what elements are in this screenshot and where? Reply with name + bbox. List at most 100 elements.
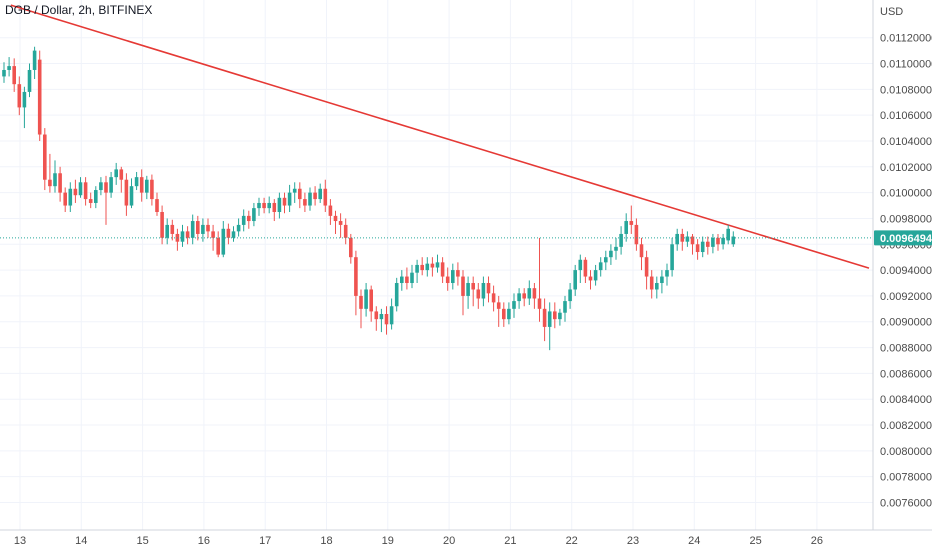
candle — [318, 183, 322, 203]
time-tick-label: 13 — [14, 535, 26, 547]
candle-body — [716, 237, 720, 245]
candle — [405, 267, 409, 290]
candle-body — [573, 270, 577, 290]
candle-body — [629, 221, 634, 225]
chart-title: DGB / Dollar, 2h, BITFINEX — [5, 3, 152, 17]
candle — [22, 86, 27, 129]
candle — [619, 226, 623, 255]
candle-body — [384, 314, 389, 325]
candle — [527, 280, 532, 305]
candle-body — [532, 288, 537, 299]
candle — [216, 231, 220, 258]
candle — [190, 214, 195, 245]
candle — [578, 254, 583, 284]
time-tick-label: 26 — [811, 535, 823, 547]
candle-body — [547, 311, 552, 327]
currency-label: USD — [880, 6, 903, 18]
candle — [461, 270, 465, 316]
candle-body — [155, 199, 159, 212]
candle-body — [593, 270, 598, 281]
candle — [43, 128, 47, 191]
candle-body — [507, 308, 511, 320]
candle — [502, 302, 506, 327]
candle — [323, 179, 328, 212]
candle — [379, 308, 384, 333]
candle-body — [150, 179, 154, 200]
candle — [359, 289, 363, 329]
candle — [690, 233, 695, 255]
candle-body — [604, 257, 608, 263]
candle — [440, 257, 445, 284]
candle — [456, 262, 460, 286]
candle — [58, 166, 62, 202]
candle-body — [491, 293, 496, 303]
candle — [476, 283, 481, 309]
candle — [466, 276, 470, 309]
candle — [655, 276, 659, 299]
candle — [343, 218, 348, 245]
candle — [226, 223, 231, 245]
candle-body — [542, 308, 547, 327]
candle — [180, 224, 185, 247]
candle-body — [185, 231, 190, 238]
candle-body — [527, 288, 532, 299]
candle-body — [456, 270, 460, 277]
candle — [517, 288, 521, 309]
candle-body — [48, 179, 52, 187]
candle — [364, 283, 368, 317]
candle — [139, 169, 144, 202]
candle-body — [486, 283, 491, 294]
candle-body — [644, 257, 649, 277]
candle-body — [308, 192, 312, 206]
candle-body — [303, 199, 307, 206]
candle — [303, 192, 307, 212]
candle — [731, 231, 736, 247]
candle-body — [267, 202, 271, 209]
candle-body — [471, 283, 475, 290]
candle — [634, 218, 639, 251]
candle — [389, 298, 394, 330]
candle — [711, 233, 715, 254]
candle — [78, 177, 83, 198]
candle-body — [287, 192, 292, 206]
candle — [624, 213, 628, 242]
candle-body — [17, 84, 22, 108]
candle-body — [665, 270, 669, 277]
candle-body — [231, 231, 236, 238]
trendline[interactable] — [10, 4, 870, 269]
candle-body — [389, 306, 394, 325]
candle — [170, 219, 175, 241]
last-price-label: 0.00964940 — [880, 233, 932, 245]
candle-body — [634, 224, 639, 245]
candle-body — [124, 179, 129, 206]
candle-body — [502, 308, 506, 320]
candle — [262, 197, 266, 214]
candle — [604, 250, 608, 271]
candle-body — [211, 231, 215, 238]
time-tick-label: 24 — [688, 535, 700, 547]
candle-body — [726, 228, 730, 241]
candle — [17, 76, 22, 116]
candle-body — [241, 215, 246, 225]
price-tick-label: 0.01100000 — [880, 59, 932, 71]
candle — [537, 237, 542, 322]
candle — [716, 233, 720, 251]
candle — [160, 205, 164, 245]
candle — [328, 199, 333, 225]
candle-body — [180, 231, 185, 242]
candle-layer — [2, 46, 736, 351]
candle — [221, 221, 226, 258]
candle — [104, 175, 108, 225]
candle — [165, 218, 169, 245]
candle-body — [216, 237, 220, 255]
candle — [231, 226, 236, 242]
price-axis-panel[interactable] — [873, 0, 932, 550]
